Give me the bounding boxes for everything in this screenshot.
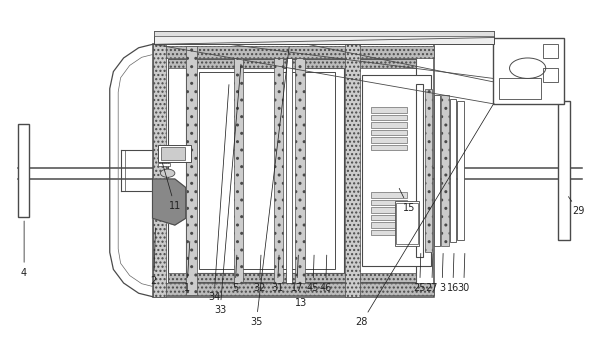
- Text: 3: 3: [439, 253, 445, 293]
- Bar: [371, 230, 407, 235]
- Bar: [199, 72, 335, 269]
- Circle shape: [160, 169, 175, 177]
- Bar: [425, 89, 432, 252]
- Bar: [274, 58, 283, 283]
- Bar: [371, 207, 407, 213]
- Bar: [457, 101, 464, 240]
- Text: 27: 27: [426, 253, 438, 293]
- Text: 1: 1: [184, 241, 190, 293]
- Bar: [371, 137, 407, 143]
- Bar: [362, 75, 431, 266]
- Text: 5: 5: [232, 255, 238, 293]
- Bar: [153, 46, 434, 58]
- Bar: [295, 58, 305, 283]
- Polygon shape: [153, 179, 186, 225]
- Text: 4: 4: [21, 221, 27, 278]
- Bar: [441, 95, 449, 246]
- Bar: [543, 68, 558, 82]
- Text: 2: 2: [151, 228, 157, 286]
- Bar: [499, 78, 541, 99]
- Text: 31: 31: [271, 255, 283, 293]
- Bar: [416, 84, 423, 257]
- Bar: [395, 201, 419, 246]
- Bar: [161, 147, 185, 160]
- Text: 17: 17: [291, 255, 303, 293]
- Bar: [396, 203, 418, 244]
- Bar: [493, 38, 564, 104]
- Bar: [168, 273, 416, 282]
- Text: 25: 25: [414, 253, 426, 293]
- Bar: [168, 59, 416, 282]
- Bar: [153, 44, 434, 297]
- Text: 45: 45: [307, 255, 319, 293]
- Bar: [543, 44, 558, 58]
- Bar: [434, 95, 440, 246]
- Bar: [153, 44, 166, 297]
- Bar: [158, 163, 170, 166]
- Text: 30: 30: [458, 253, 470, 293]
- Bar: [234, 58, 243, 283]
- Text: 16: 16: [447, 253, 459, 293]
- Bar: [371, 200, 407, 205]
- Bar: [186, 68, 344, 273]
- Bar: [371, 130, 407, 135]
- Bar: [158, 145, 191, 162]
- Text: 46: 46: [320, 255, 332, 293]
- Bar: [371, 215, 407, 220]
- Text: 33: 33: [214, 64, 241, 315]
- Bar: [371, 107, 407, 113]
- Text: 29: 29: [569, 197, 585, 217]
- Bar: [154, 31, 494, 44]
- Bar: [153, 283, 434, 295]
- Bar: [371, 122, 407, 128]
- Text: 35: 35: [250, 47, 289, 327]
- Bar: [18, 124, 29, 217]
- Bar: [450, 99, 456, 242]
- Bar: [286, 58, 292, 283]
- Bar: [371, 192, 407, 198]
- Text: 28: 28: [356, 105, 493, 327]
- Bar: [345, 44, 360, 297]
- Text: 32: 32: [253, 255, 265, 293]
- Text: 13: 13: [295, 291, 308, 309]
- Bar: [186, 46, 197, 295]
- Bar: [558, 101, 570, 240]
- Bar: [154, 31, 494, 36]
- Bar: [371, 222, 407, 228]
- Polygon shape: [110, 44, 153, 297]
- Text: 15: 15: [399, 188, 415, 213]
- Text: 11: 11: [162, 163, 181, 211]
- Bar: [371, 145, 407, 150]
- Text: 34: 34: [208, 85, 229, 302]
- Bar: [371, 115, 407, 120]
- Bar: [168, 59, 416, 68]
